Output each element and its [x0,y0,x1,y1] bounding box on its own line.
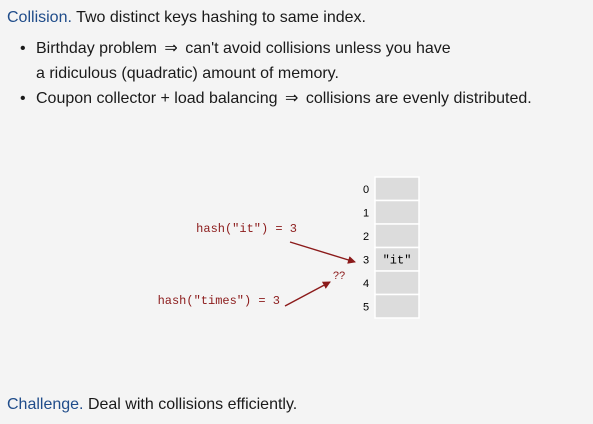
hash-table-index: 5 [363,301,369,313]
hash-arrow-it [289,241,356,264]
hash-table-cell [374,199,420,225]
implies-arrow: ⇒ [164,40,178,57]
bullet-item-birthday: Birthday problem ⇒ can't avoid collision… [20,36,532,86]
bullet-item-coupon: Coupon collector + load balancing ⇒ coll… [20,86,532,111]
hash-table-cell [374,223,420,249]
hash-table-index: 0 [363,184,369,196]
challenge-keyword: Challenge. [7,396,84,413]
heading-keyword: Collision. [7,9,72,26]
hash-table: "it" [374,176,420,319]
hash-table-index: 1 [363,207,369,219]
bullet-text: can't avoid collisions unless you have [185,40,451,57]
hash-table-index: 3 [363,254,369,266]
heading-text: Two distinct keys hashing to same index. [76,9,366,26]
challenge-text: Deal with collisions efficiently. [87,396,298,413]
bullet-text: Coupon collector + load balancing [36,90,278,107]
hash-table-value: "it" [383,253,412,267]
bullet-continuation: a ridiculous (quadratic) amount of memor… [36,65,339,82]
hash-table-cell [374,270,420,296]
challenge: Challenge. Deal with collisions efficien… [7,396,297,414]
hash-table-cell [374,293,420,319]
bullet-list: Birthday problem ⇒ can't avoid collision… [20,36,532,111]
bullet-text: collisions are evenly distributed. [305,90,532,107]
hash-arrow-times [284,281,331,307]
hash-table-cell [374,176,420,202]
heading: Collision. Two distinct keys hashing to … [7,9,366,27]
hash-table-index: 4 [363,278,369,290]
hash-table-indices: 0 1 2 3 4 5 [363,184,369,314]
bullet-text: Birthday problem [36,40,157,57]
collision-mark: ?? [333,270,345,282]
hash-label-times: hash("times") = 3 [158,294,280,308]
hash-table-index: 2 [363,231,369,243]
implies-arrow: ⇒ [284,90,299,107]
hash-label-it: hash("it") = 3 [196,222,297,236]
